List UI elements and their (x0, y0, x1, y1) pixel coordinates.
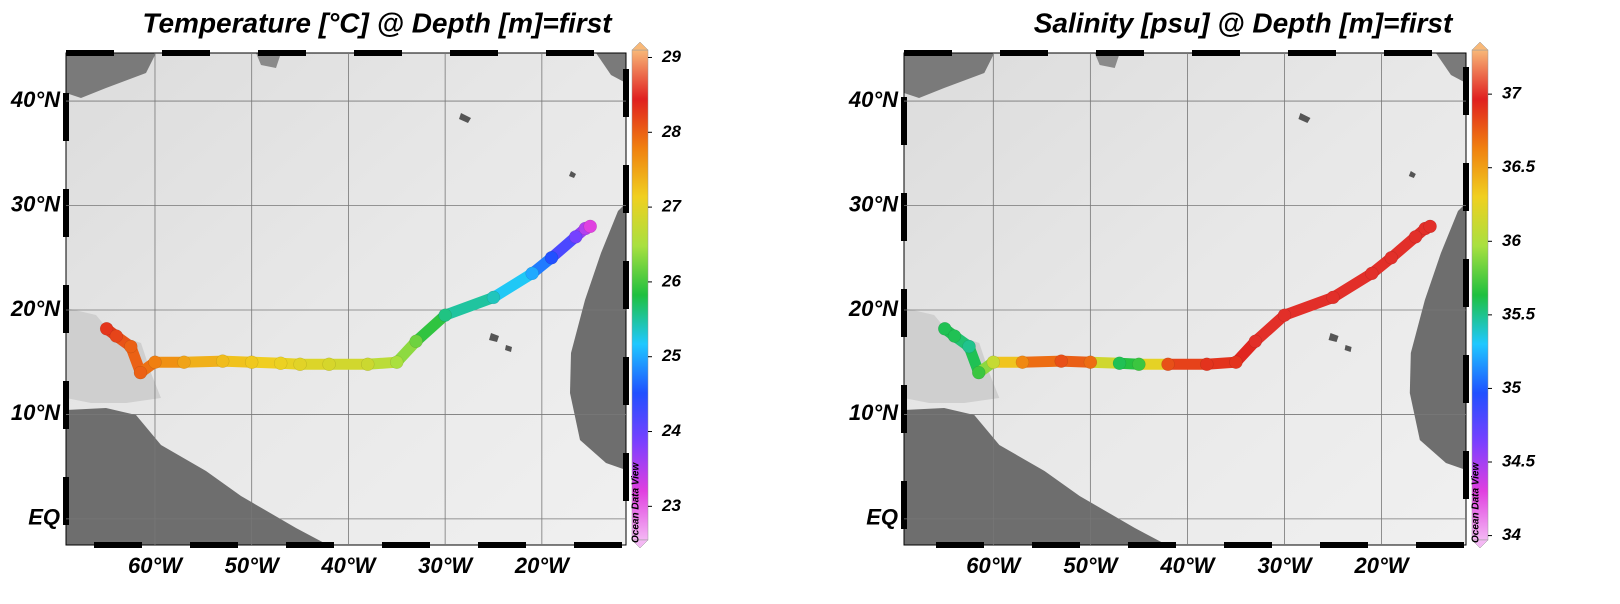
track-point (1016, 356, 1029, 369)
track-point (294, 358, 307, 371)
track-point (487, 291, 500, 304)
lat-label: 20°N (848, 296, 899, 321)
lat-label: 10°N (11, 400, 61, 425)
map-figure: Temperature [°C] @ Depth [m]=first 60°W 50… (0, 0, 1620, 599)
track-point (526, 267, 539, 280)
track-point (390, 356, 403, 369)
track-point (274, 357, 287, 370)
lat-label: 20°N (10, 296, 61, 321)
track-point (545, 251, 558, 264)
colorbar-tick-label: 25 (661, 346, 681, 365)
lat-label: EQ (866, 505, 898, 530)
watermark: Ocean Data View (631, 462, 642, 543)
colorbar-tick-label: 24 (661, 421, 681, 440)
track-point (1113, 357, 1126, 370)
track-point (1424, 220, 1437, 233)
track-point (1385, 251, 1398, 264)
colorbar-top-cap (1472, 42, 1488, 50)
track-point (216, 355, 229, 368)
track-point (110, 330, 123, 343)
colorbar-tick-label: 34.5 (1502, 451, 1536, 470)
track-point (124, 340, 137, 353)
track-point (963, 340, 976, 353)
lon-label: 60°W (966, 553, 1022, 578)
track-point (245, 356, 258, 369)
colorbar-top-cap (632, 42, 648, 50)
lat-label: 40°N (848, 87, 899, 112)
colorbar-tick-label: 36.5 (1502, 157, 1536, 176)
colorbar-tick-label: 26 (661, 271, 681, 290)
lat-label: 40°N (10, 87, 61, 112)
lat-label: 30°N (11, 191, 61, 216)
track-point (1162, 358, 1175, 371)
track-point (1365, 267, 1378, 280)
colorbar-tick-label: 23 (661, 496, 681, 515)
colorbar-tick-label: 35 (1502, 378, 1521, 397)
lon-label: 40°W (1159, 553, 1216, 578)
track-point (1132, 358, 1145, 371)
track-point (584, 220, 597, 233)
track-point (1249, 335, 1262, 348)
colorbar-tick-label: 37 (1502, 84, 1522, 103)
lon-label: 20°W (1354, 553, 1411, 578)
track-point (134, 366, 147, 379)
lat-label: 10°N (849, 400, 899, 425)
map-title: Temperature [°C] @ Depth [m]=first (142, 7, 613, 38)
track-point (1278, 309, 1291, 322)
colorbar-tick-label: 35.5 (1502, 304, 1536, 323)
lon-label: 20°W (514, 553, 571, 578)
track-point (410, 335, 423, 348)
watermark: Ocean Data View (1471, 462, 1482, 543)
track-point (439, 309, 452, 322)
colorbar-tick-label: 29 (661, 47, 681, 66)
lon-label: 60°W (128, 553, 184, 578)
track-point (1200, 358, 1213, 371)
track-point (1327, 291, 1340, 304)
track-point (1055, 355, 1068, 368)
lon-label: 50°W (1063, 553, 1119, 578)
lon-label: 30°W (418, 553, 474, 578)
track-point (177, 356, 190, 369)
track-point (987, 356, 1000, 369)
track-point (323, 358, 336, 371)
track-point (1229, 356, 1242, 369)
track-point (361, 358, 374, 371)
lat-label: 30°N (849, 191, 899, 216)
colorbar-tick-label: 27 (661, 197, 682, 216)
colorbar-tick-label: 34 (1502, 525, 1521, 544)
track-point (972, 366, 985, 379)
track-point (1084, 356, 1097, 369)
map-title: Salinity [psu] @ Depth [m]=first (1034, 7, 1454, 38)
lat-label: EQ (28, 505, 60, 530)
track-point (148, 356, 161, 369)
lon-label: 50°W (225, 553, 281, 578)
colorbar-tick-label: 28 (661, 122, 681, 141)
lon-label: 30°W (1257, 553, 1313, 578)
track-point (948, 330, 961, 343)
colorbar-tick-label: 36 (1502, 231, 1521, 250)
lon-label: 40°W (320, 553, 377, 578)
